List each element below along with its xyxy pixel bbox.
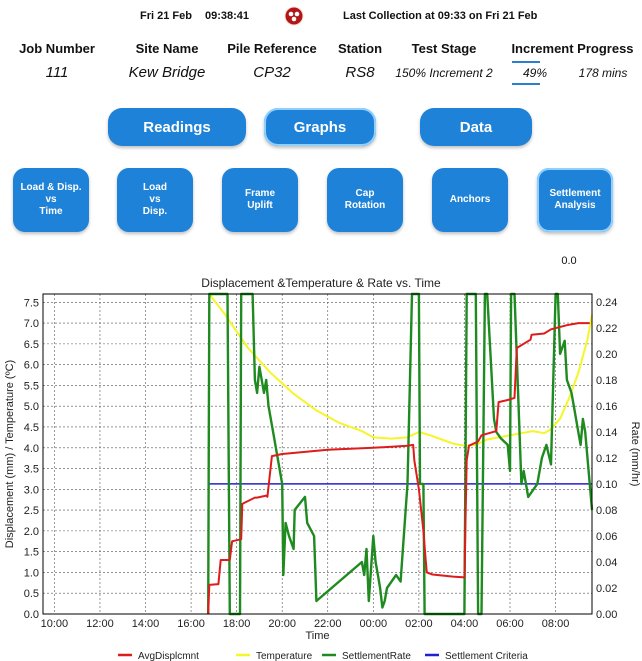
increment-progress-bar-top bbox=[512, 61, 540, 63]
pile-reference-label: Pile Reference bbox=[227, 41, 317, 56]
y-tick-label: 1.5 bbox=[24, 547, 39, 559]
pile-reference-value: CP32 bbox=[253, 64, 291, 81]
x-axis-tick-labels: 10:00 12:00 14:00 16:00 18:00 20:00 22:00 00:00… bbox=[41, 618, 570, 630]
status-time: 09:38:41 bbox=[205, 10, 250, 22]
y2-tick-label: 0.18 bbox=[596, 375, 617, 387]
settlement-chart: Displacement &Temperature & Rate vs. Tim… bbox=[4, 276, 641, 661]
plot-area bbox=[42, 293, 593, 615]
x-tick-label: 06:00 bbox=[496, 618, 524, 630]
y-tick-label: 4.5 bbox=[24, 422, 39, 434]
logo-icon bbox=[284, 6, 304, 26]
load-vs-disp-button[interactable]: Load vs Disp. bbox=[117, 168, 193, 232]
y-tick-label: 5.5 bbox=[24, 380, 39, 392]
y2-tick-label: 0.16 bbox=[596, 401, 617, 413]
y-axis-label: Displacement (mm) / Temperature (ºC) bbox=[4, 360, 16, 548]
series-line-settlementrate bbox=[207, 292, 594, 616]
y2-tick-label: 0.24 bbox=[596, 297, 617, 309]
x-tick-label: 22:00 bbox=[314, 618, 342, 630]
y2-tick-label: 0.20 bbox=[596, 349, 617, 361]
y2-tick-label: 0.02 bbox=[596, 583, 617, 595]
chart-series bbox=[207, 292, 594, 616]
y-tick-label: 0.5 bbox=[24, 588, 39, 600]
y-tick-label: 2.5 bbox=[24, 505, 39, 517]
legend-label-temperature: Temperature bbox=[256, 651, 313, 661]
x-tick-label: 18:00 bbox=[223, 618, 251, 630]
anchors-button[interactable]: Anchors bbox=[432, 168, 508, 232]
y2-axis-label: Rate (mm/hr) bbox=[629, 422, 641, 487]
test-stage-label: Test Stage bbox=[411, 41, 477, 56]
y-tick-label: 7.0 bbox=[24, 318, 39, 330]
legend-label-settlementrate: SettlementRate bbox=[342, 651, 411, 661]
x-tick-label: 20:00 bbox=[268, 618, 296, 630]
y2-tick-label: 0.22 bbox=[596, 323, 617, 335]
y-tick-label: 1.0 bbox=[24, 567, 39, 579]
load-disp-vs-time-button[interactable]: Load & Disp. vs Time bbox=[13, 168, 89, 232]
readings-button[interactable]: Readings bbox=[108, 108, 246, 146]
x-axis-label: Time bbox=[305, 630, 329, 642]
chart-title: Displacement &Temperature & Rate vs. Tim… bbox=[201, 276, 441, 290]
site-name-value: Kew Bridge bbox=[128, 64, 206, 81]
y-tick-label: 0.0 bbox=[24, 609, 39, 621]
last-collection-text: Last Collection at 09:33 on Fri 21 Feb bbox=[343, 10, 538, 22]
y-tick-label: 3.0 bbox=[24, 484, 39, 496]
site-name-label: Site Name bbox=[135, 41, 199, 56]
status-date: Fri 21 Feb bbox=[140, 10, 192, 22]
settlement-value: 0.0 bbox=[561, 255, 577, 267]
y-tick-label: 5.0 bbox=[24, 401, 39, 413]
test-stage-value: 150% Increment 2 bbox=[395, 66, 493, 80]
x-tick-label: 10:00 bbox=[41, 618, 69, 630]
y-tick-label: 4.0 bbox=[24, 443, 39, 455]
series-line-avgdisplcmnt bbox=[207, 322, 590, 615]
station-value: RS8 bbox=[345, 64, 375, 81]
x-tick-label: 08:00 bbox=[542, 618, 570, 630]
y-axis-tick-labels: 0.0 0.5 1.0 1.5 2.0 2.5 3.0 3.5 4.0 4.5 5.0 5.5 6.0 6… bbox=[24, 297, 39, 621]
cap-rotation-button[interactable]: Cap Rotation bbox=[327, 168, 403, 232]
x-tick-label: 00:00 bbox=[360, 618, 388, 630]
x-tick-label: 02:00 bbox=[405, 618, 433, 630]
x-tick-label: 12:00 bbox=[86, 618, 114, 630]
chart-legend: AvgDisplcmnt Temperature SettlementRate Set… bbox=[118, 651, 528, 661]
y2-tick-label: 0.00 bbox=[596, 609, 617, 621]
legend-label-settlement-criteria: Settlement Criteria bbox=[445, 651, 528, 661]
station-label: Station bbox=[337, 41, 383, 56]
chart-grid bbox=[43, 294, 592, 614]
graphs-button[interactable]: Graphs bbox=[264, 108, 376, 146]
legend-label-avgdisplcmnt: AvgDisplcmnt bbox=[138, 651, 199, 661]
y2-tick-label: 0.14 bbox=[596, 427, 617, 439]
increment-progress-bar-bottom bbox=[512, 83, 540, 85]
y-tick-label: 2.0 bbox=[24, 526, 39, 538]
y2-tick-label: 0.08 bbox=[596, 505, 617, 517]
x-tick-label: 16:00 bbox=[177, 618, 205, 630]
y-tick-label: 3.5 bbox=[24, 464, 39, 476]
y-tick-label: 6.0 bbox=[24, 360, 39, 372]
y2-tick-label: 0.10 bbox=[596, 479, 617, 491]
x-tick-label: 04:00 bbox=[451, 618, 479, 630]
y-tick-label: 6.5 bbox=[24, 339, 39, 351]
increment-progress-label: Increment Progress bbox=[511, 41, 634, 56]
y2-tick-label: 0.12 bbox=[596, 453, 617, 465]
series-line-temperature bbox=[208, 293, 593, 447]
y2-tick-label: 0.04 bbox=[596, 557, 617, 569]
increment-duration: 178 mins bbox=[578, 66, 628, 80]
y2-tick-label: 0.06 bbox=[596, 531, 617, 543]
data-button[interactable]: Data bbox=[420, 108, 532, 146]
job-number-value: 111 bbox=[45, 64, 69, 81]
frame-uplift-button[interactable]: Frame Uplift bbox=[222, 168, 298, 232]
increment-progress-percent: 49% bbox=[522, 66, 548, 80]
y-tick-label: 7.5 bbox=[24, 297, 39, 309]
x-tick-label: 14:00 bbox=[132, 618, 160, 630]
y2-axis-tick-labels: 0.00 0.02 0.04 0.06 0.08 0.10 0.12 0.14 0.16 0.18… bbox=[596, 297, 617, 621]
settlement-analysis-button[interactable]: Settlement Analysis bbox=[537, 168, 613, 232]
job-number-label: Job Number bbox=[19, 41, 95, 56]
